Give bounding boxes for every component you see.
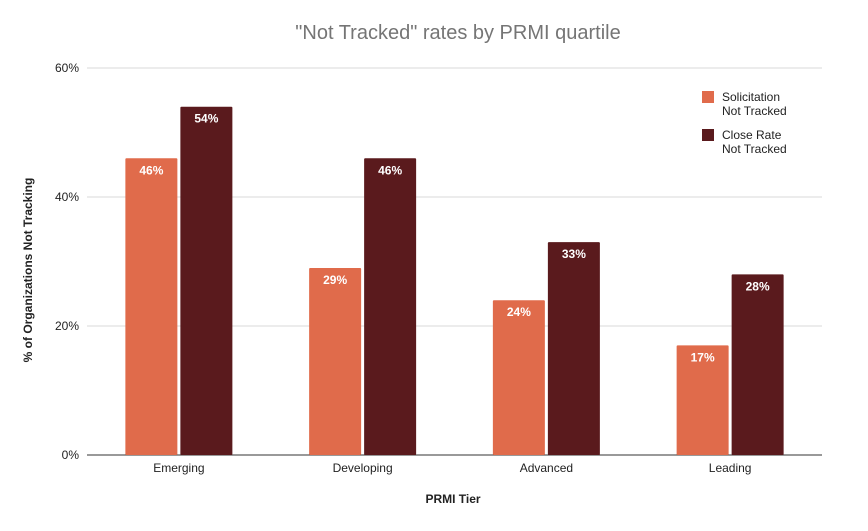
bar (492, 300, 545, 455)
bar (364, 158, 417, 456)
bar (547, 242, 600, 455)
legend-swatch (702, 91, 714, 103)
bar-data-label: 29% (323, 273, 347, 287)
x-tick-label: Developing (333, 461, 393, 475)
legend-label: Not Tracked (722, 142, 787, 156)
bar-data-label: 46% (139, 163, 163, 177)
y-axis-ticks: 0% 20% 40% 60% (55, 61, 79, 462)
legend-label: Not Tracked (722, 104, 787, 118)
chart-title: "Not Tracked" rates by PRMI quartile (295, 22, 620, 44)
bar-data-label: 46% (378, 163, 402, 177)
bar-data-label: 54% (194, 112, 218, 126)
legend-swatch (702, 129, 714, 141)
bar (676, 345, 729, 455)
bar (125, 158, 178, 456)
x-tick-label: Leading (709, 461, 752, 475)
bar-labels: 46% 54% 29% 46% 24% 33% 17% 28% (139, 112, 770, 365)
bar-data-label: 17% (691, 350, 715, 364)
y-tick-label: 40% (55, 190, 79, 204)
bar (309, 267, 362, 455)
y-tick-label: 0% (62, 448, 80, 462)
y-axis-title: % of Organizations Not Tracking (21, 178, 35, 363)
bar (731, 274, 784, 455)
bar-data-label: 28% (746, 279, 770, 293)
x-tick-label: Emerging (153, 461, 204, 475)
x-axis-title: PRMI Tier (425, 492, 480, 506)
bar-data-label: 33% (562, 247, 586, 261)
x-axis-ticks: Emerging Developing Advanced Leading (153, 461, 751, 475)
bar (180, 106, 233, 455)
bars (125, 106, 784, 456)
y-tick-label: 60% (55, 61, 79, 75)
y-tick-label: 20% (55, 319, 79, 333)
x-tick-label: Advanced (520, 461, 573, 475)
legend-label: Solicitation (722, 90, 780, 104)
bar-data-label: 24% (507, 305, 531, 319)
legend-label: Close Rate (722, 128, 782, 142)
